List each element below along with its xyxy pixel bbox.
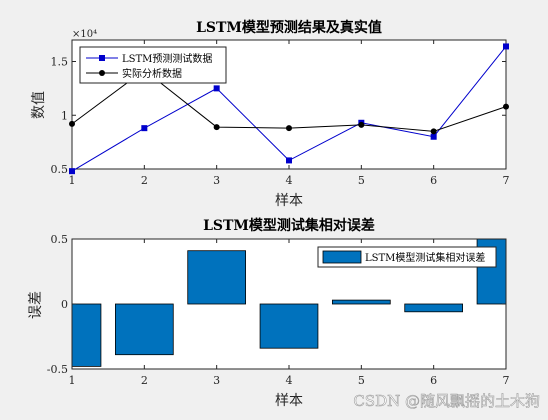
data-point-lstm [141, 125, 148, 132]
data-point-lstm [69, 168, 75, 175]
bar-chart-x-tick-label: 2 [141, 374, 148, 387]
bar-chart-title: LSTM模型测试集相对误差 [203, 217, 375, 234]
line-chart-x-axis-label: 样本 [275, 193, 303, 209]
legend-label-lstm: LSTM预测测试数据 [122, 52, 212, 65]
line-chart-x-ticks: 1 2 3 4 5 6 7 [69, 40, 510, 187]
line-chart-y-ticks: 0.5 1 1.5 [51, 56, 506, 176]
line-chart-title: LSTM模型预测结果及真实值 [196, 19, 382, 36]
data-point-actual [430, 128, 437, 135]
bar-sample-4 [259, 303, 319, 349]
line-chart-y-tick-label: 0.5 [51, 163, 69, 176]
data-point-actual [69, 120, 75, 127]
bar-chart-y-tick-label: 0.5 [51, 233, 69, 246]
line-chart-x-tick-label: 6 [430, 174, 437, 187]
bar-sample-1 [72, 303, 102, 367]
bar-chart-x-tick-label: 4 [286, 374, 293, 387]
legend-label-actual: 实际分析数据 [122, 67, 182, 80]
bar-chart-y-tick-label: -0.5 [47, 363, 68, 376]
data-point-actual [503, 103, 509, 110]
bar-chart-x-tick-label: 6 [430, 374, 437, 387]
y-exponent-label: ×10⁴ [72, 29, 97, 40]
bar-chart-x-tick-label: 1 [69, 374, 76, 387]
bar-chart-x-tick-label: 7 [503, 374, 510, 387]
line-chart-x-tick-label: 3 [213, 174, 220, 187]
line-chart-x-tick-label: 7 [503, 174, 510, 187]
data-point-lstm [430, 133, 437, 140]
bar-sample-3 [187, 250, 247, 305]
data-point-lstm [213, 85, 220, 92]
bar-chart-x-axis-label: 样本 [275, 393, 303, 409]
bar-sample-6 [404, 303, 464, 313]
bar-chart-legend: LSTM模型测试集相对误差 [317, 246, 497, 268]
legend-marker-actual [99, 70, 105, 76]
data-point-actual [213, 124, 220, 131]
bar-chart-y-tick-label: 0 [61, 298, 68, 311]
bar-chart-legend-box [317, 246, 497, 268]
data-point-lstm [503, 43, 509, 50]
line-chart-y-tick-label: 1 [61, 109, 68, 122]
line-chart-x-tick-label: 1 [69, 174, 76, 187]
legend-label-error: LSTM模型测试集相对误差 [365, 251, 485, 264]
bar-sample-2 [115, 303, 174, 356]
data-point-actual [286, 125, 292, 132]
line-chart-x-tick-label: 4 [286, 174, 293, 187]
bar-sample-5 [331, 299, 391, 305]
line-chart-x-tick-label: 5 [358, 174, 365, 187]
line-chart-y-tick-label: 1.5 [51, 56, 69, 69]
data-point-lstm [286, 157, 292, 164]
line-chart-y-axis-label: 数值 [31, 91, 47, 119]
bar-chart: LSTM模型测试集相对误差 1 2 3 4 5 6 7 -0.5 0 0.5 样本 误差 LST… [28, 217, 510, 409]
line-chart-legend-box [79, 46, 227, 84]
bar-chart-x-tick-label: 5 [358, 374, 365, 387]
bar-chart-y-axis-label: 误差 [28, 291, 44, 319]
bar-chart-x-tick-label: 3 [213, 374, 220, 387]
bar-chart-axes-border [71, 238, 507, 370]
legend-marker-lstm [99, 55, 105, 61]
watermark: CSDN @随风飘摇的土木狗 [353, 392, 540, 410]
line-chart-x-tick-label: 2 [141, 174, 148, 187]
line-chart-legend: LSTM预测测试数据 实际分析数据 [79, 46, 227, 84]
data-point-actual [358, 121, 365, 128]
legend-swatch-error [322, 250, 362, 264]
